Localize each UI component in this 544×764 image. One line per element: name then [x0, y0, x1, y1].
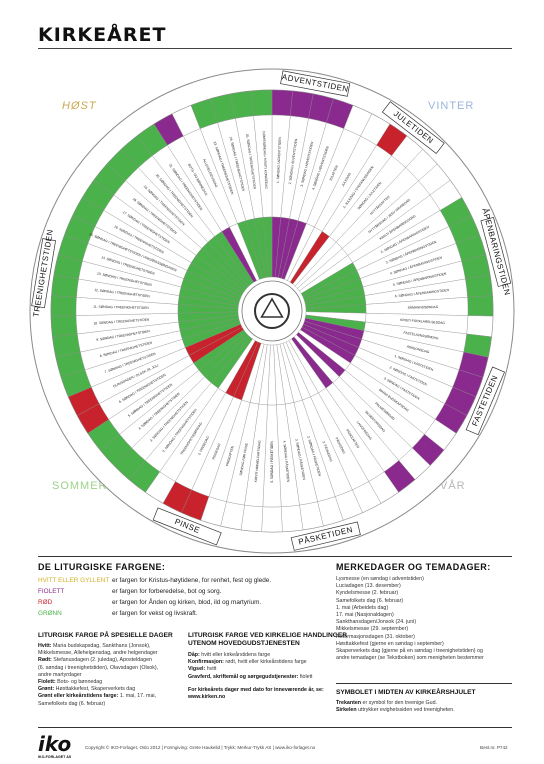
period-label-box [152, 507, 222, 546]
footer-divider [38, 727, 512, 728]
day-label: 10. SØNDAG I TREENIGHETSTIDEN [93, 317, 150, 325]
center-hub [241, 280, 303, 342]
special-line: Mikkelsmesse, Allehelgensdag, andre helg… [38, 650, 158, 657]
day-color-band [251, 89, 273, 117]
day-color-band [261, 506, 283, 533]
legend-text: er fargen for vekst og livskraft. [112, 610, 198, 617]
period-label-box [290, 521, 361, 551]
season-sommer: SOMMER [52, 480, 108, 492]
day-label: JULEDAG [341, 172, 352, 188]
day-label: 2. SØNDAG I ADVENTSTIDEN [288, 138, 298, 185]
day-label: SÅMANNSSØNDAG [408, 304, 439, 310]
special-days-list: Hvitt: Maria budskapsdag, Sankthans (Jon… [38, 643, 193, 708]
merkedager-heading: MERKEDAGER OG TEMADAGER: [336, 562, 491, 572]
day-label: PINSEDAG [212, 442, 222, 460]
day-label: JULAFTEN [328, 164, 339, 181]
actions-heading: LITURGISK FARGE VED KIRKELIGE HANDLINGER… [188, 632, 347, 647]
period-label-box [381, 101, 445, 155]
legend-color-name: HVITT ELLER GYLLENT [38, 577, 110, 584]
special-line: Rødt: Stefanusdagen (2. juledag), Aposte… [38, 657, 152, 664]
special-line: Hvitt: Maria budskapsdag, Sankthans (Jon… [38, 643, 151, 649]
day-label: 25. SØNDAG I TREENIGHETSTIDEN [245, 134, 257, 190]
merkedager-list: Lysmesse (en søndag i adventstiden) Luci… [336, 576, 484, 662]
actions-list: Dåp: hvitt eller kirkeårstidens farge Ko… [188, 652, 338, 701]
season-vinter: VINTER [428, 100, 475, 112]
copyright-text: Copyright © IKO-Forlaget, Oslo 2012 | Fo… [85, 745, 316, 750]
legend-row-purple: FIOLETT er fargen for forberedelse, bot o… [38, 588, 221, 595]
action-line: Dåp: hvitt eller kirkeårstidens farge [188, 652, 271, 658]
special-line: Grønt eller kirkeårstidens farge: 1. mai… [38, 693, 157, 700]
order-number: Best.nr. P742 [480, 745, 508, 750]
page-title: KIRKEÅRET [38, 24, 167, 46]
day-label: 1. SØNDAG I ADVENTSTIDEN [276, 136, 282, 183]
legend-text: er fargen for Ånden og kirken, blod, ild… [112, 599, 262, 606]
action-line: Vigsel: hvitt [188, 666, 217, 673]
day-label: 6. SØNDAG I ÅPENBARINGSTIDEN [395, 287, 450, 298]
kirken-link[interactable]: www.kirken.no [188, 694, 226, 701]
day-color-band [281, 504, 304, 532]
day-label: SØNDAG FØR PINSE [239, 442, 249, 476]
day-label: PINSEAFTEN [225, 445, 235, 467]
period-label-box [480, 216, 512, 287]
special-line: Fiolett: Bots- og bønnedag [38, 679, 103, 686]
day-label: 4. SØNDAG I PÅSKETIDEN [282, 440, 291, 482]
special-line: Grønt: Høsttakkefest, Skaperverkets dag [38, 686, 136, 693]
day-label: 11. SØNDAG I TREENIGHETSTIDEN [93, 305, 149, 310]
day-inner-color [263, 216, 273, 278]
season-var: VÅR [440, 480, 466, 492]
symbol-text: Trekanten er symbol for den treenige Gud… [336, 700, 455, 714]
legend-color-name: RØD [38, 599, 53, 606]
action-line: Gravferd, skriftemål og sørgegudstjenest… [188, 673, 313, 680]
legend-text: er fargen for Kristus-høytidene, for ren… [112, 577, 272, 584]
action-line: Konfirmasjon: rødt, hvitt eller kirkeårs… [188, 659, 307, 666]
day-label: 12. SØNDAG I TREENIGHETSTIDEN [94, 288, 151, 299]
symbol-heading: SYMBOLET I MIDTEN AV KIRKEÅRSHJULET [336, 689, 476, 696]
period-label-box [465, 366, 505, 436]
legend-heading: DE LITURGISKE FARGENE: [38, 562, 166, 572]
day-label: KRISTI FORKLARELSESDAG [400, 318, 445, 325]
iko-logo-subtitle: IKO-FORLAGET AS [38, 755, 72, 759]
day-color-band [467, 295, 494, 317]
day-label: ASKEONSDAG [406, 345, 430, 355]
day-label: 5. SØNDAG I PÅSKETIDEN [269, 441, 274, 483]
legend-divider [38, 556, 512, 557]
special-line: (6. søndag i treenighetstiden), Olavsdag… [38, 664, 159, 671]
special-line: andre martyrdager [38, 671, 82, 678]
actions-note: For kirkeårets dager med dato for innevæ… [188, 686, 324, 693]
legend-color-name: GRØNN [38, 610, 62, 617]
special-line: Samefolkets dag (6. februar) [38, 700, 106, 707]
day-color-band [50, 315, 78, 338]
church-year-wheel: 1. SØNDAG I ADVENTSTIDEN 2. SØNDAG I ADVE… [29, 68, 515, 554]
eternity-circle-symbol [254, 293, 290, 329]
day-color-band [466, 315, 494, 338]
symbol-divider [336, 683, 512, 684]
day-color-band [50, 295, 77, 317]
special-days-heading: LITURGISK FARGE PÅ SPESIELLE DAGER [38, 632, 173, 639]
day-label: FASTELAVNSSØNDAG [403, 331, 439, 341]
day-color-band [465, 274, 493, 298]
legend-row-red: RØD er fargen for Ånden og kirken, blod, … [38, 599, 261, 606]
legend-row-green: GRØNN er fargen for vekst og livskraft. [38, 610, 198, 617]
legend-color-name: FIOLETT [38, 588, 65, 595]
day-color-band [240, 504, 263, 532]
iko-logo: iko [38, 732, 72, 756]
day-color-band [271, 89, 293, 117]
legend-text: er fargen for forberedelse, bot og sorg. [112, 588, 222, 595]
period-label-box [280, 70, 351, 97]
legend-row-white: HVITT ELLER GYLLENT er fargen for Kristus… [38, 577, 271, 584]
trinity-triangle-symbol [260, 297, 284, 318]
day-label: DOMSSØNDAG / KRISTI KONGEDAG [262, 131, 269, 189]
season-host: HØST [62, 100, 97, 112]
day-label: KRISTI HIMMELFARTSDAG [254, 440, 262, 483]
period-label-box [31, 238, 56, 309]
title-divider [38, 48, 512, 49]
